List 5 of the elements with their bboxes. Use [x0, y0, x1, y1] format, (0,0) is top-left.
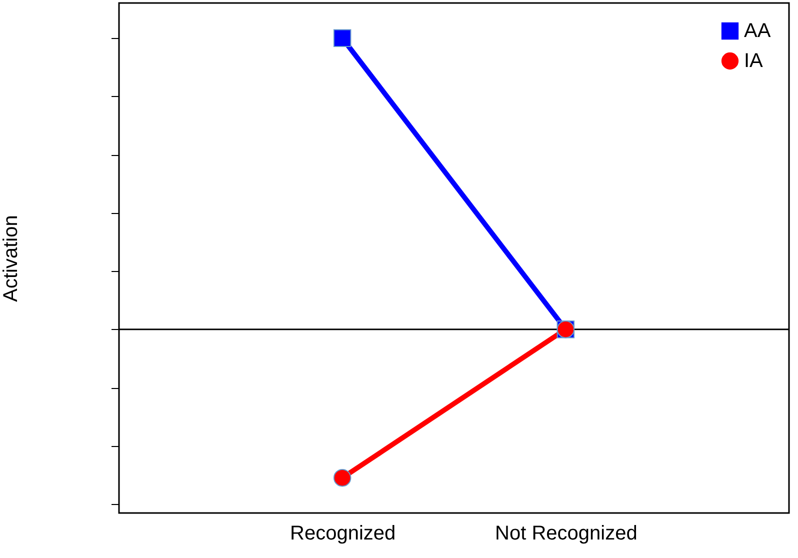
x-tick-label: Recognized	[290, 522, 396, 544]
legend-label: IA	[744, 50, 764, 72]
x-tick-label: Not Recognized	[495, 522, 638, 544]
legend-label: AA	[744, 20, 772, 42]
y-axis-title: Activation	[0, 215, 22, 302]
